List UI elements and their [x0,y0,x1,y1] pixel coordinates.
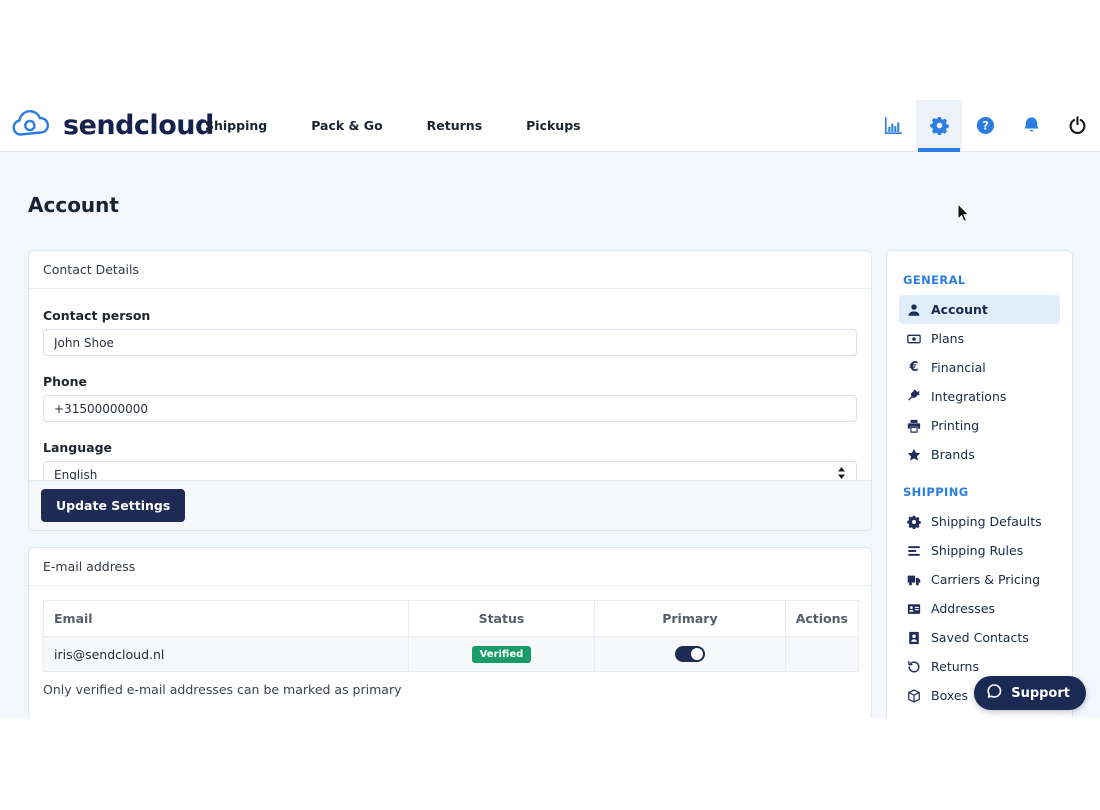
nav-item-shipping[interactable]: Shipping [205,118,268,133]
sidebar-item-label: Integrations [931,389,1007,404]
gear-icon[interactable] [916,99,962,152]
support-button-label: Support [1011,685,1070,701]
sidebar-item-financial[interactable]: € Financial [899,353,1060,382]
address-card-icon [907,602,921,616]
status-badge: Verified [471,646,532,663]
contact-card-footer: Update Settings [29,480,871,530]
sidebar-item-carriers-pricing[interactable]: Carriers & Pricing [899,565,1060,594]
star-icon [907,448,921,462]
sidebar-item-label: Account [931,302,988,317]
phone-input[interactable] [43,395,857,422]
phone-label: Phone [43,374,88,389]
sendcloud-logo[interactable]: sendcloud [0,109,214,143]
sidebar-item-integrations[interactable]: Integrations [899,382,1060,411]
sidebar-item-label: Shipping Defaults [931,514,1042,529]
primary-nav: Shipping Pack & Go Returns Pickups [205,118,581,133]
language-label: Language [43,440,113,455]
sidebar-item-shipping-defaults[interactable]: Shipping Defaults [899,507,1060,536]
analytics-icon[interactable] [870,100,916,152]
settings-sidebar: GENERAL Account Plans € Financial [886,250,1073,718]
cloud-logo-icon [10,109,54,143]
nav-item-pickups[interactable]: Pickups [526,118,581,133]
help-icon[interactable]: ? [962,100,1008,152]
status-cell: Verified [407,636,596,672]
banknote-icon [907,332,921,346]
email-note: Only verified e-mail addresses can be ma… [43,682,402,697]
sidebar-item-label: Plans [931,331,965,346]
main-content: Account Contact Details Contact person P… [0,152,1100,718]
primary-toggle[interactable] [674,646,705,663]
contact-card-title: Contact Details [29,251,871,289]
actions-column-header: Actions [784,600,860,637]
select-arrows-icon [837,467,846,482]
page-title: Account [28,193,119,217]
sidebar-item-brands[interactable]: Brands [899,440,1060,469]
sidebar-item-printing[interactable]: Printing [899,411,1060,440]
sidebar-item-label: Boxes [931,688,969,703]
nav-item-returns[interactable]: Returns [426,118,483,133]
sidebar-section-general: GENERAL [903,273,966,287]
support-button[interactable]: Support [974,676,1086,710]
contact-person-input[interactable] [43,329,857,356]
truck-icon [907,573,921,587]
chat-bubble-icon [986,683,1003,704]
nav-item-pack-and-go[interactable]: Pack & Go [311,118,383,133]
email-address-card: E-mail address Email Status Primary Acti… [28,547,872,718]
table-row: iris@sendcloud.nl Verified [43,636,860,672]
sidebar-item-label: Shipping Rules [931,543,1024,558]
list-icon [907,544,921,558]
email-card-title: E-mail address [29,548,871,586]
contact-icon [907,631,921,645]
sidebar-item-label: Carriers & Pricing [931,572,1041,587]
contact-details-card: Contact Details Contact person Phone Lan… [28,250,872,531]
top-navbar: sendcloud Shipping Pack & Go Returns Pic… [0,99,1100,152]
printer-icon [907,419,921,433]
user-icon [907,303,921,317]
language-selected-value: English [54,467,98,482]
primary-cell [594,636,786,672]
sidebar-item-label: Financial [931,360,986,375]
sidebar-item-account[interactable]: Account [899,295,1060,324]
sidebar-item-label: Returns [931,659,979,674]
sidebar-item-label: Saved Contacts [931,630,1029,645]
sidebar-item-returns[interactable]: Returns [899,652,1060,681]
contact-person-label: Contact person [43,308,151,323]
topbar-icon-group: ? [870,99,1100,152]
sidebar-item-plans[interactable]: Plans [899,324,1060,353]
sidebar-item-label: Addresses [931,601,995,616]
svg-text:?: ? [982,120,989,133]
box-icon [907,688,921,703]
undo-icon [907,660,921,674]
email-table-header-row: Email Status Primary Actions [43,600,860,637]
brand-name: sendcloud [63,110,214,141]
update-settings-button[interactable]: Update Settings [41,489,186,522]
email-column-header: Email [43,600,409,637]
bell-icon[interactable] [1008,100,1054,152]
euro-icon: € [909,360,919,375]
email-table: Email Status Primary Actions iris@sendcl… [43,600,860,672]
power-icon[interactable] [1054,100,1100,152]
sidebar-section-shipping: SHIPPING [903,485,969,499]
gear-icon [907,515,921,529]
primary-column-header: Primary [594,600,786,637]
sidebar-item-boxes[interactable]: Boxes [899,681,1060,710]
sidebar-item-addresses[interactable]: Addresses [899,594,1060,623]
sidebar-item-shipping-rules[interactable]: Shipping Rules [899,536,1060,565]
sidebar-item-saved-contacts[interactable]: Saved Contacts [899,623,1060,652]
email-cell: iris@sendcloud.nl [43,636,409,672]
actions-cell [784,636,860,672]
plug-icon [907,389,921,404]
sidebar-item-label: Brands [931,447,975,462]
sidebar-item-label: Printing [931,418,980,433]
status-column-header: Status [407,600,596,637]
